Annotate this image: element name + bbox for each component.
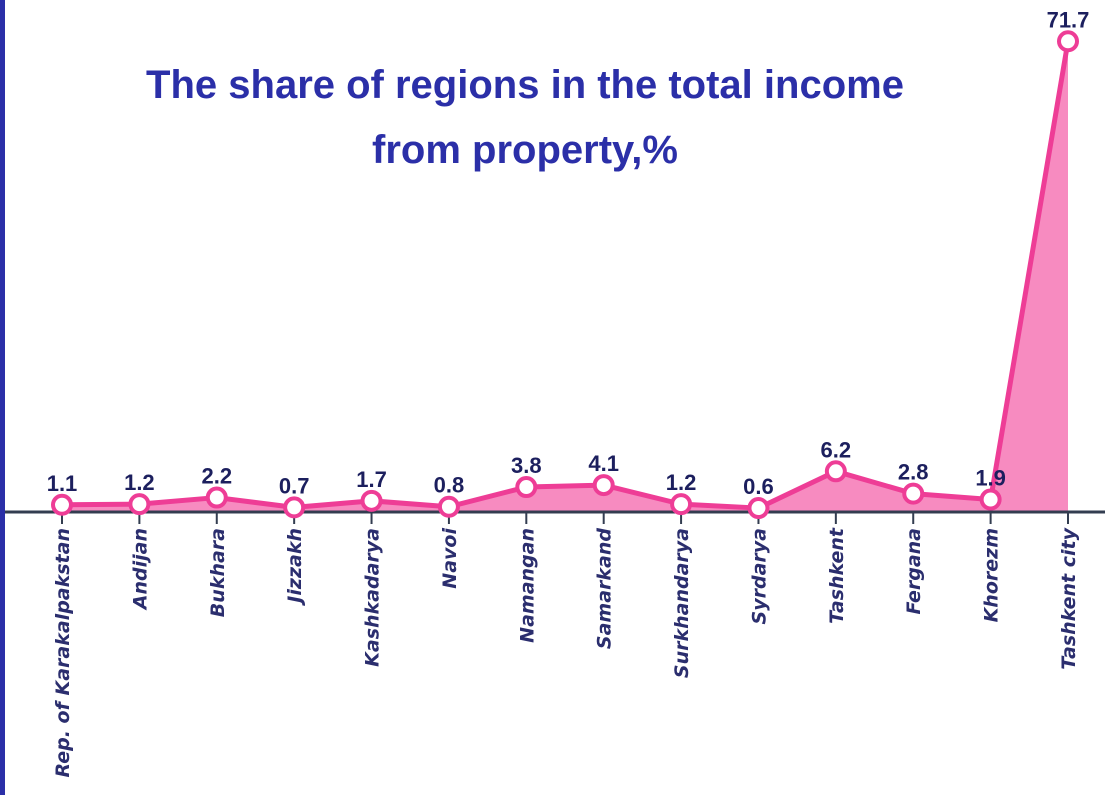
x-tick-label: Kashkadarya — [362, 528, 384, 667]
value-label: 1.1 — [47, 471, 78, 496]
x-tick-label: Andijan — [129, 528, 151, 611]
value-label: 4.1 — [588, 451, 619, 476]
value-label: 1.9 — [975, 466, 1006, 491]
chart-title: from property,% — [372, 128, 678, 172]
left-border — [0, 0, 5, 795]
x-tick-label: Tashkent — [826, 527, 848, 624]
x-tick-label: Rep. of Karakalpakstan — [52, 528, 74, 777]
x-tick-label: Samarkand — [594, 528, 616, 649]
value-label: 1.7 — [356, 467, 387, 492]
point — [283, 496, 306, 519]
point — [51, 493, 73, 516]
x-tick-label: Syrdarya — [748, 528, 770, 624]
x-tick-label: Jizzakh — [284, 528, 306, 607]
value-label: 71.7 — [1047, 7, 1090, 32]
point — [360, 489, 383, 512]
value-label: 3.8 — [511, 453, 542, 478]
x-tick-label: Tashkent city — [1058, 526, 1080, 669]
area — [62, 41, 1068, 513]
line — [61, 40, 1071, 511]
x-tick-label: Khorezm — [981, 528, 1003, 622]
point — [902, 482, 925, 505]
value-label: 0.6 — [743, 474, 774, 499]
value-label: 1.2 — [666, 470, 697, 495]
point — [437, 495, 460, 518]
point — [1057, 30, 1079, 53]
x-tick-label: Surkhandarya — [671, 528, 693, 678]
x-tick-label: Namangan — [516, 528, 538, 643]
value-label: 0.7 — [279, 473, 310, 498]
x-tick-label: Fergana — [903, 528, 925, 615]
x-tick-label: Bukhara — [207, 528, 229, 617]
point — [592, 474, 615, 497]
value-label: 2.8 — [898, 460, 929, 485]
point — [128, 493, 151, 516]
point — [747, 497, 770, 520]
value-label: 2.2 — [201, 464, 232, 489]
x-tick-label: Navoi — [439, 528, 461, 589]
point — [824, 460, 847, 483]
point — [515, 476, 538, 499]
point — [979, 488, 1002, 511]
value-label: 0.8 — [434, 473, 465, 498]
value-label: 1.2 — [124, 470, 155, 495]
point — [205, 486, 228, 509]
value-label: 6.2 — [821, 437, 852, 462]
point — [670, 493, 693, 516]
chart-title: The share of regions in the total income — [146, 63, 904, 107]
